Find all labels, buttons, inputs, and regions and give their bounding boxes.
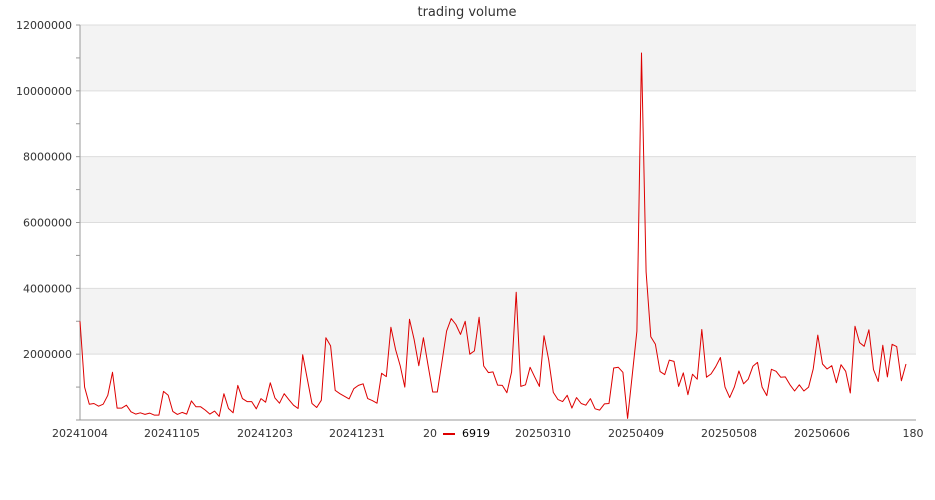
series-group: [79, 52, 907, 419]
y-axis-ticks: 2000000 4000000 6000000 8000000 10000000 1200…: [16, 19, 80, 421]
grid-band: [80, 288, 916, 355]
grid-band: [80, 25, 916, 91]
y-tick-label: 8000000: [23, 151, 72, 164]
x-tick-label: 20250409: [608, 427, 664, 440]
x-tick-label: 20250310: [515, 427, 571, 440]
x-tick-label: 20: [423, 427, 437, 440]
series-line: [79, 52, 907, 419]
x-tick-label: 20241203: [237, 427, 293, 440]
y-tick-label: 4000000: [23, 282, 72, 295]
chart-title: trading volume: [417, 5, 516, 20]
grid-bands: [80, 25, 916, 355]
x-tick-label: 20241105: [144, 427, 200, 440]
y-tick-label: 10000000: [16, 85, 72, 98]
x-tick-label: 20250606: [794, 427, 850, 440]
y-tick-label: 2000000: [23, 348, 72, 361]
x-tick-label: 20250508: [701, 427, 757, 440]
grid-lines: [80, 24, 916, 355]
x-tick-label: 180: [903, 427, 924, 440]
y-tick-label: 12000000: [16, 19, 72, 32]
grid-band: [80, 156, 916, 223]
x-tick-label: 20241231: [329, 427, 385, 440]
x-axis-ticks: 20241004 20241105 20241203 20241231 20 202503…: [52, 427, 924, 440]
legend-label: 6919: [462, 427, 490, 440]
y-tick-label: 6000000: [23, 217, 72, 230]
x-tick-label: 20241004: [52, 427, 108, 440]
legend: 6919: [443, 427, 490, 440]
